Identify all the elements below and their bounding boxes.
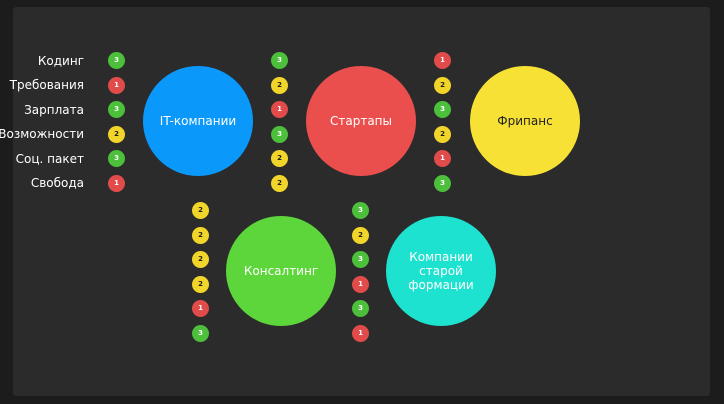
score-dot-consulting: 2 — [192, 202, 209, 219]
score-dot-freelance: 1 — [434, 52, 451, 69]
score-dot-consulting: 3 — [192, 325, 209, 342]
score-dot-startups: 2 — [271, 175, 288, 192]
score-dot-freelance: 3 — [434, 175, 451, 192]
bubble-freelance: Фрипанс — [470, 66, 580, 176]
score-dot-old-school-companies: 3 — [352, 202, 369, 219]
criterion-label-freedom: Свобода — [30, 176, 84, 190]
bubble-label-consulting: Консалтинг — [243, 264, 319, 278]
score-dot-startups: 1 — [271, 101, 288, 118]
score-dot-it-companies: 1 — [108, 175, 125, 192]
score-dot-startups: 2 — [271, 77, 288, 94]
score-dot-it-companies: 3 — [108, 52, 125, 69]
criterion-label-opportunities: Возможности — [0, 127, 84, 141]
score-dot-consulting: 2 — [192, 251, 209, 268]
bubble-label-startups: Стартапы — [329, 114, 392, 128]
score-dot-consulting: 1 — [192, 300, 209, 317]
bubble-startups: Стартапы — [306, 66, 416, 176]
score-dot-it-companies: 3 — [108, 150, 125, 167]
score-dot-it-companies: 2 — [108, 126, 125, 143]
score-dot-freelance: 2 — [434, 126, 451, 143]
score-dot-old-school-companies: 3 — [352, 300, 369, 317]
score-dot-old-school-companies: 3 — [352, 251, 369, 268]
bubble-label-old-school-companies: Компании старой формации — [408, 250, 474, 292]
score-dot-startups: 3 — [271, 52, 288, 69]
criterion-label-requirements: Требования — [9, 78, 84, 92]
bubble-label-freelance: Фрипанс — [497, 114, 553, 128]
bubble-old-school-companies: Компании старой формации — [386, 216, 496, 326]
score-dot-startups: 2 — [271, 150, 288, 167]
score-dot-it-companies: 1 — [108, 77, 125, 94]
criterion-label-social-package: Соц. пакет — [15, 152, 84, 166]
bubble-label-it-companies: IT-компании — [159, 114, 237, 128]
score-dot-old-school-companies: 1 — [352, 325, 369, 342]
bubble-consulting: Консалтинг — [226, 216, 336, 326]
bubble-it-companies: IT-компании — [143, 66, 253, 176]
slide: Кодинг Требования Зарплата Возможности С… — [0, 7, 710, 396]
score-dot-old-school-companies: 2 — [352, 227, 369, 244]
score-dot-consulting: 2 — [192, 276, 209, 293]
score-dot-freelance: 1 — [434, 150, 451, 167]
score-dot-consulting: 2 — [192, 227, 209, 244]
score-dot-freelance: 3 — [434, 101, 451, 118]
score-dot-freelance: 2 — [434, 77, 451, 94]
criterion-label-salary: Зарплата — [24, 103, 84, 117]
score-dot-startups: 3 — [271, 126, 288, 143]
score-dot-old-school-companies: 1 — [352, 276, 369, 293]
criterion-label-coding: Кодинг — [37, 54, 84, 68]
score-dot-it-companies: 3 — [108, 101, 125, 118]
